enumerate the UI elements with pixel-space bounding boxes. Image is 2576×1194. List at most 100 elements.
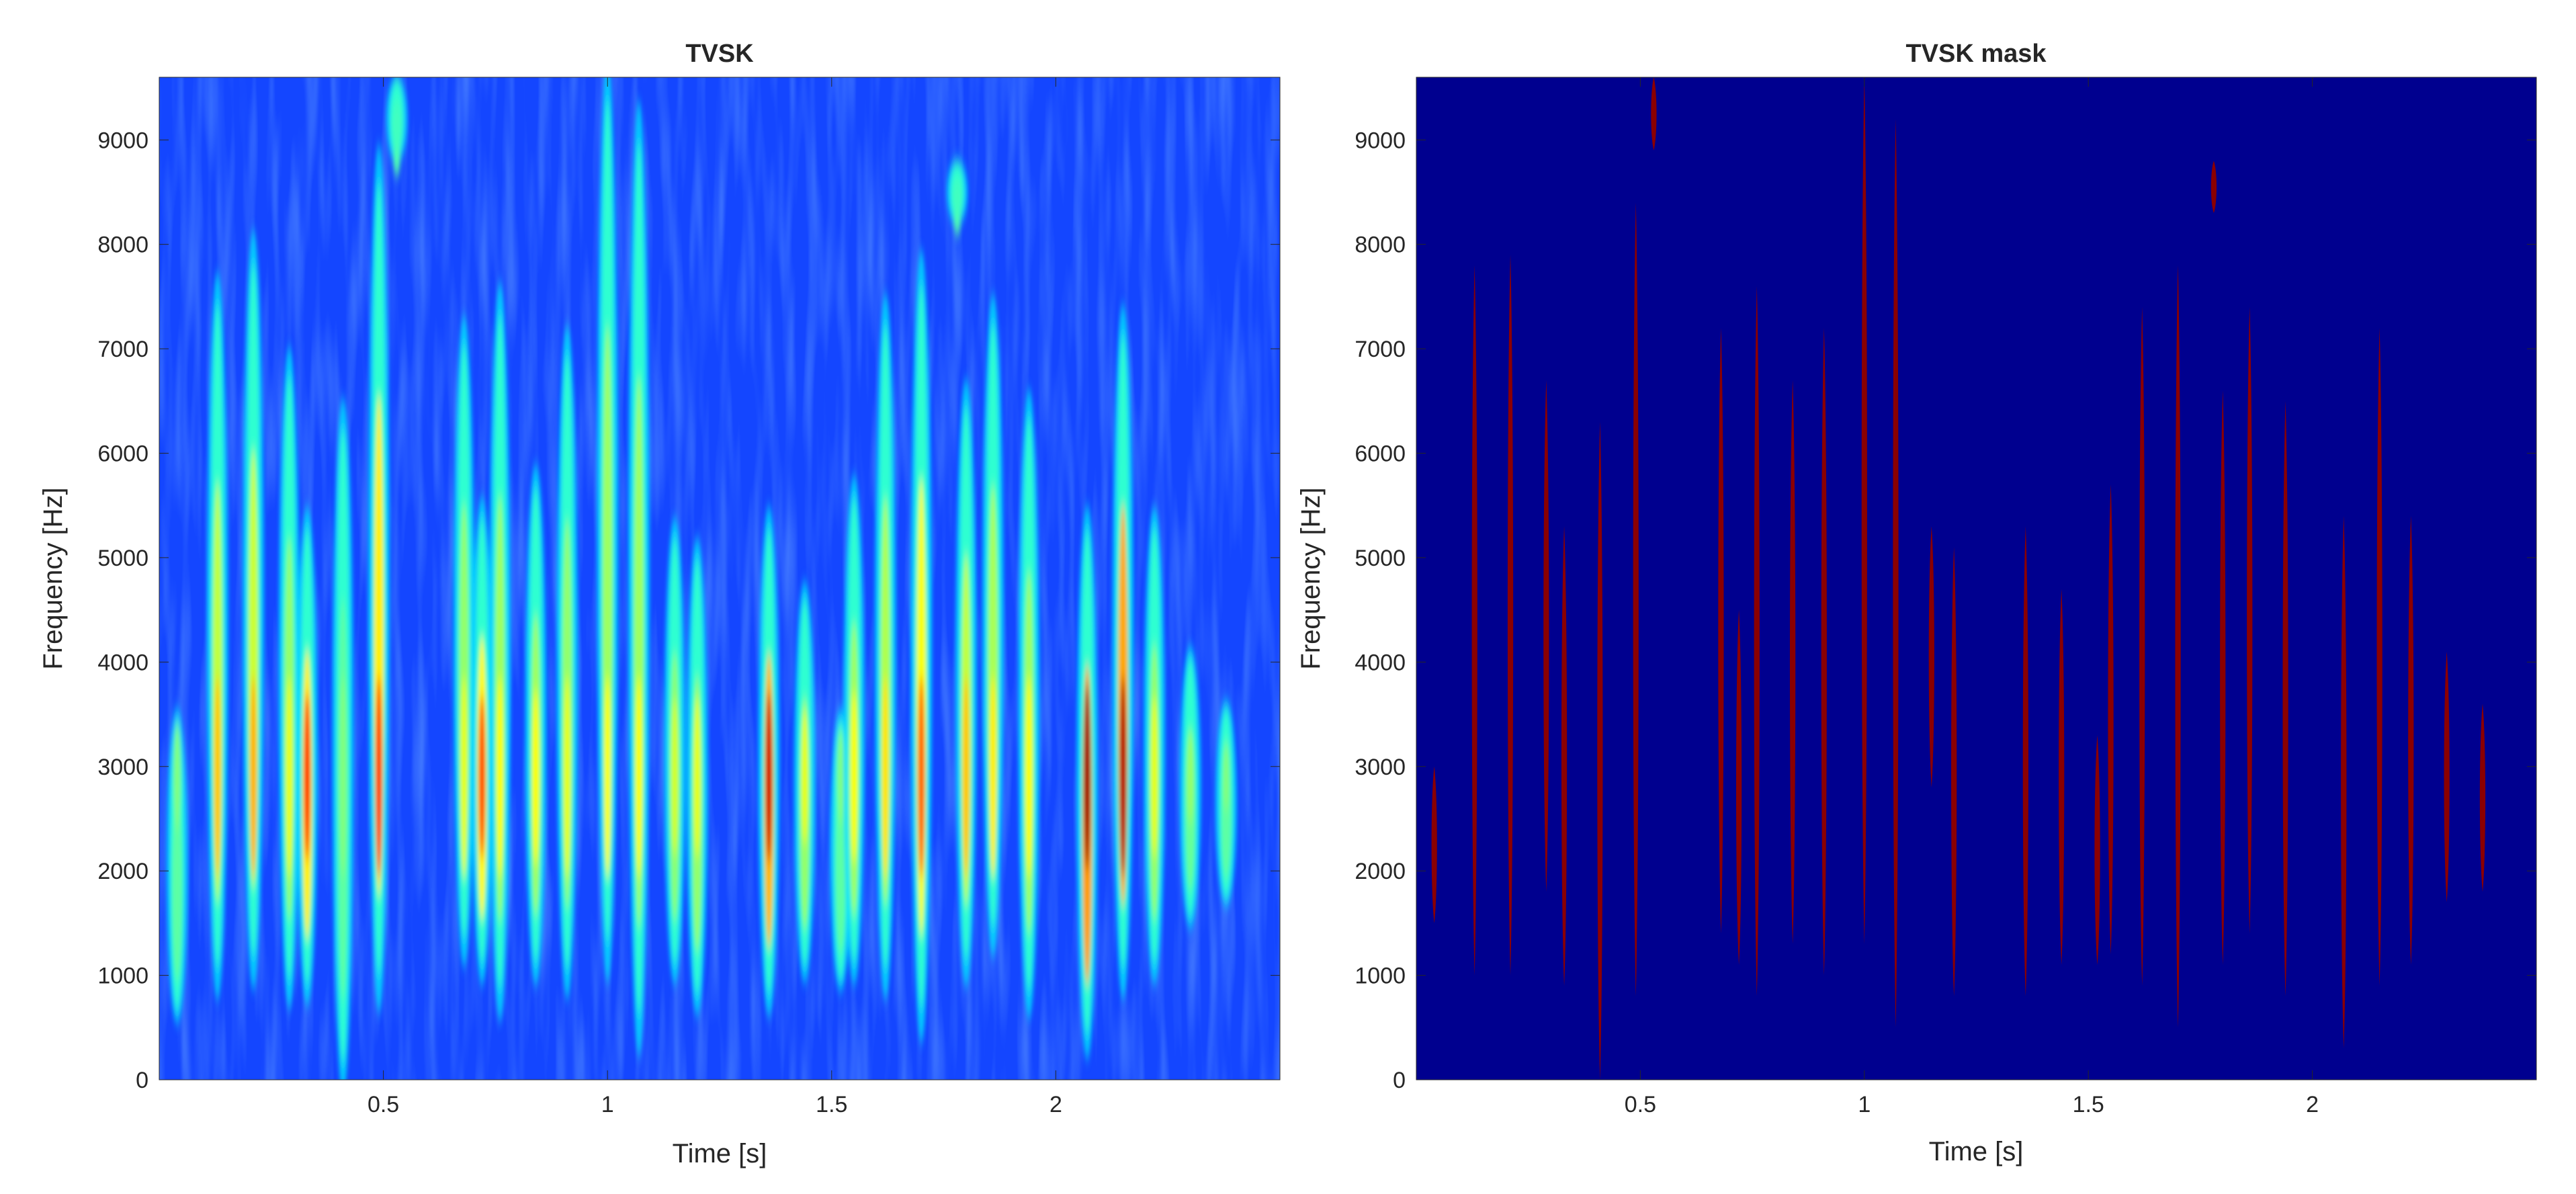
spectrogram-noise <box>159 77 1280 1080</box>
mask-region <box>1951 547 1957 996</box>
pulse-core <box>952 178 962 216</box>
pulse-peak <box>250 676 257 878</box>
mask-y-tick-label: 2000 <box>1355 859 1406 884</box>
mask-y-tick-label: 3000 <box>1355 755 1406 780</box>
spectrogram-pulse <box>910 250 933 1043</box>
pulse-peak <box>604 676 611 878</box>
mask-x-tick-label: 1.5 <box>2073 1092 2104 1117</box>
pulse-peak <box>882 676 889 878</box>
mask-region <box>1754 286 1760 996</box>
spectrogram-pulse <box>471 496 493 985</box>
spectrogram-x-tick-label: 1.5 <box>816 1092 847 1117</box>
pulse-peak <box>765 691 773 863</box>
mask-x-tick-label: 1 <box>1858 1092 1871 1117</box>
spectrogram-pulse <box>166 708 188 1023</box>
spectrogram-pulse <box>1018 388 1040 1019</box>
pulse-peak <box>173 724 181 830</box>
mask-region <box>2341 515 2347 1049</box>
pulse-peak <box>962 676 970 878</box>
spectrogram-pulse <box>946 159 968 234</box>
mask-region <box>2139 306 2145 986</box>
mask-region <box>1651 77 1657 151</box>
spectrogram-x-tick-label: 0.5 <box>368 1092 399 1117</box>
spectrogram-pulse <box>332 398 354 1080</box>
pulse-peak <box>953 212 961 234</box>
mask-region <box>1633 202 1639 996</box>
pulse-peak <box>304 693 311 861</box>
mask-region <box>2108 484 2114 955</box>
spectrogram-pulse <box>1076 505 1099 1060</box>
pulse-peak <box>214 676 221 878</box>
pulse-peak <box>478 694 486 859</box>
pulse-peak <box>339 676 347 878</box>
pulse-peak <box>1084 683 1091 871</box>
pulse-core <box>392 100 402 151</box>
mask-region <box>2210 161 2217 214</box>
spectrogram-pulses <box>166 77 1237 1080</box>
spectrogram-y-axis-label: Frequency [Hz] <box>38 487 68 669</box>
spectrogram-pulse <box>525 464 547 986</box>
pulse-peak <box>693 696 701 857</box>
mask-x-tick-label: 0.5 <box>1625 1092 1656 1117</box>
mask-y-tick-label: 8000 <box>1355 232 1406 258</box>
spectrogram-pulse <box>1112 304 1134 1000</box>
mask-panel: TVSK mask 0.5 1 1.5 2 0 1000 2000 3000 4000 5000… <box>1296 40 2537 1166</box>
mask-y-tick-label: 4000 <box>1355 650 1406 675</box>
mask-region <box>1507 255 1514 976</box>
pulse-peak <box>393 146 400 176</box>
mask-region <box>2247 306 2253 934</box>
spectrogram-y-tick-label: 7000 <box>97 337 148 362</box>
pulse-peak <box>1025 676 1033 878</box>
mask-region <box>1789 380 1796 944</box>
mask-y-tick-label: 7000 <box>1355 337 1406 362</box>
spectrogram-pulse <box>1215 699 1237 906</box>
mask-region <box>1821 328 1827 976</box>
spectrogram-x-axis-label: Time [s] <box>673 1139 767 1168</box>
mask-region <box>2444 651 2450 902</box>
pulse-peak <box>375 676 382 878</box>
spectrogram-pulse <box>874 293 896 1000</box>
mask-axes-frame <box>1416 77 2537 1080</box>
pulse-peak <box>989 676 996 878</box>
mask-regions <box>1431 77 2486 1080</box>
mask-y-tick-label: 0 <box>1393 1068 1406 1093</box>
spectrogram-x-tick-label: 1 <box>601 1092 614 1117</box>
mask-region <box>2282 400 2288 996</box>
mask-x-ticks: 0.5 1 1.5 2 <box>1625 77 2319 1117</box>
pulse-peak <box>532 689 540 865</box>
mask-y-tick-label: 9000 <box>1355 128 1406 153</box>
mask-y-tick-label: 6000 <box>1355 441 1406 467</box>
mask-region <box>1543 380 1549 892</box>
spectrogram-panel: TVSK 0.5 1 1.5 2 0 1000 2000 3000 4000 5000 6000 7… <box>38 40 1281 1168</box>
spectrogram-pulse <box>1179 646 1201 929</box>
spectrogram-pulse <box>982 294 1004 957</box>
spectrogram-y-tick-label: 4000 <box>97 650 148 675</box>
mask-region <box>2022 526 2028 996</box>
mask-region <box>1561 526 1568 986</box>
mask-background <box>1416 77 2536 1080</box>
pulse-peak <box>801 709 808 845</box>
spectrogram-y-tick-label: 9000 <box>97 128 148 153</box>
spectrogram-x-ticks: 0.5 1 1.5 2 <box>368 77 1062 1117</box>
spectrogram-pulse <box>368 144 390 1013</box>
spectrogram-axes-frame <box>159 77 1281 1080</box>
spectrogram-pulse <box>206 272 228 1000</box>
pulse-peak <box>1119 676 1127 878</box>
mask-region <box>1431 766 1437 923</box>
mask-region <box>2059 589 2065 966</box>
mask-region <box>2376 328 2382 986</box>
mask-region <box>1597 421 1603 1080</box>
pulse-core <box>172 799 182 981</box>
mask-region <box>1893 119 1899 1028</box>
mask-region <box>2479 703 2486 892</box>
spectrogram-y-tick-label: 0 <box>136 1068 148 1093</box>
spectrogram-pulse <box>597 77 619 983</box>
mask-title: TVSK mask <box>1905 40 2047 68</box>
mask-region <box>1718 328 1724 934</box>
spectrogram-pulse <box>955 378 977 987</box>
pulse-peak <box>1187 729 1194 825</box>
pulse-peak <box>564 676 571 878</box>
spectrogram-pulse <box>1144 507 1166 985</box>
pulse-peak <box>918 676 925 878</box>
spectrogram-y-tick-label: 3000 <box>97 755 148 780</box>
